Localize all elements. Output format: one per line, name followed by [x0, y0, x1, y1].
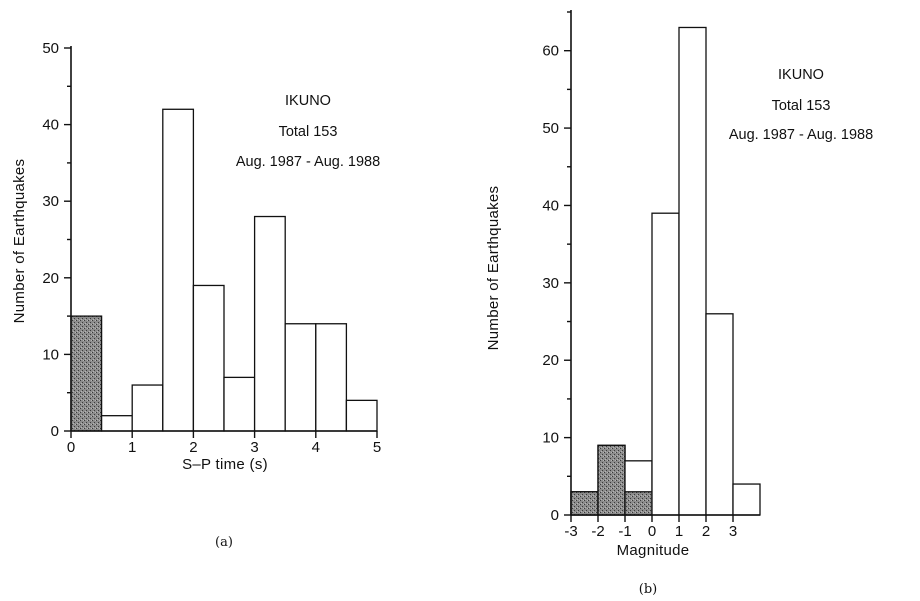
axes	[64, 46, 378, 438]
histogram-bar	[705, 313, 734, 516]
histogram-sp-time: 0 10 20 30 40 50 0 1 2 3 4 5 S–P time (s) Number of…	[11, 40, 381, 550]
y-axis-label: Number of Earthquakes	[485, 186, 502, 351]
x-tick-label: 0	[648, 523, 656, 540]
histogram-bar	[162, 108, 195, 432]
y-tick-label: 60	[542, 43, 559, 60]
histogram-bar	[100, 415, 133, 432]
y-axis-label: Number of Earthquakes	[11, 159, 28, 324]
annotation-total: Total 153	[772, 98, 831, 114]
y-tick-label: 20	[542, 352, 559, 369]
histogram-bar	[131, 384, 164, 432]
tick-labels: 0 10 20 30 40 50 60 -3 -2 -1 0 1 2 3	[542, 43, 737, 540]
tick-labels: 0 10 20 30 40 50 0 1 2 3 4 5	[42, 40, 381, 456]
x-tick-label: 2	[189, 439, 197, 456]
x-tick-label: -3	[564, 523, 577, 540]
x-axis-label: Magnitude	[617, 542, 690, 559]
annotation-station: IKUNO	[778, 67, 824, 83]
histogram-magnitude: 0 10 20 30 40 50 60 -3 -2 -1 0 1 2 3 Magnitude Number…	[485, 10, 873, 597]
histogram-bar	[678, 26, 707, 516]
histogram-bar	[192, 284, 225, 432]
bars	[570, 26, 761, 516]
x-tick-label: 1	[128, 439, 136, 456]
x-tick-label: 1	[675, 523, 683, 540]
annotation-station: IKUNO	[285, 93, 331, 109]
annotation-period: Aug. 1987 - Aug. 1988	[729, 127, 873, 143]
histogram-bar	[315, 323, 348, 432]
annotation-total: Total 153	[279, 124, 338, 140]
x-tick-label: 5	[373, 439, 381, 456]
y-tick-label: 40	[42, 117, 59, 134]
y-tick-label: 30	[542, 275, 559, 292]
y-tick-label: 20	[42, 270, 59, 287]
y-tick-label: 0	[51, 423, 59, 440]
x-axis-label: S–P time (s)	[182, 456, 268, 473]
histogram-bar	[345, 399, 378, 432]
x-tick-label: 2	[702, 523, 710, 540]
y-tick-label: 30	[42, 193, 59, 210]
histogram-bar	[223, 376, 256, 432]
axes	[564, 10, 760, 522]
bars	[70, 108, 378, 432]
y-tick-label: 10	[42, 346, 59, 363]
y-tick-label: 50	[42, 40, 59, 57]
x-tick-label: 3	[729, 523, 737, 540]
x-tick-label: -1	[618, 523, 631, 540]
shaded-bar-portion	[624, 491, 653, 516]
shaded-bar-portion	[570, 491, 599, 516]
histogram-bar	[732, 483, 761, 516]
histogram-bar	[70, 315, 103, 432]
histogram-bar	[284, 323, 317, 432]
shaded-bar-portion	[597, 444, 626, 516]
y-tick-label: 0	[551, 507, 559, 524]
x-tick-label: -2	[591, 523, 604, 540]
x-tick-label: 0	[67, 439, 75, 456]
y-tick-label: 10	[542, 430, 559, 447]
panel-label-b: (b)	[639, 582, 657, 597]
histogram-bar	[651, 212, 680, 516]
annotation-period: Aug. 1987 - Aug. 1988	[236, 154, 380, 170]
x-tick-label: 3	[250, 439, 258, 456]
histogram-bar	[253, 215, 286, 432]
panel-label-a: (a)	[215, 535, 233, 550]
x-tick-label: 4	[312, 439, 320, 456]
y-tick-label: 40	[542, 197, 559, 214]
y-tick-label: 50	[542, 120, 559, 137]
